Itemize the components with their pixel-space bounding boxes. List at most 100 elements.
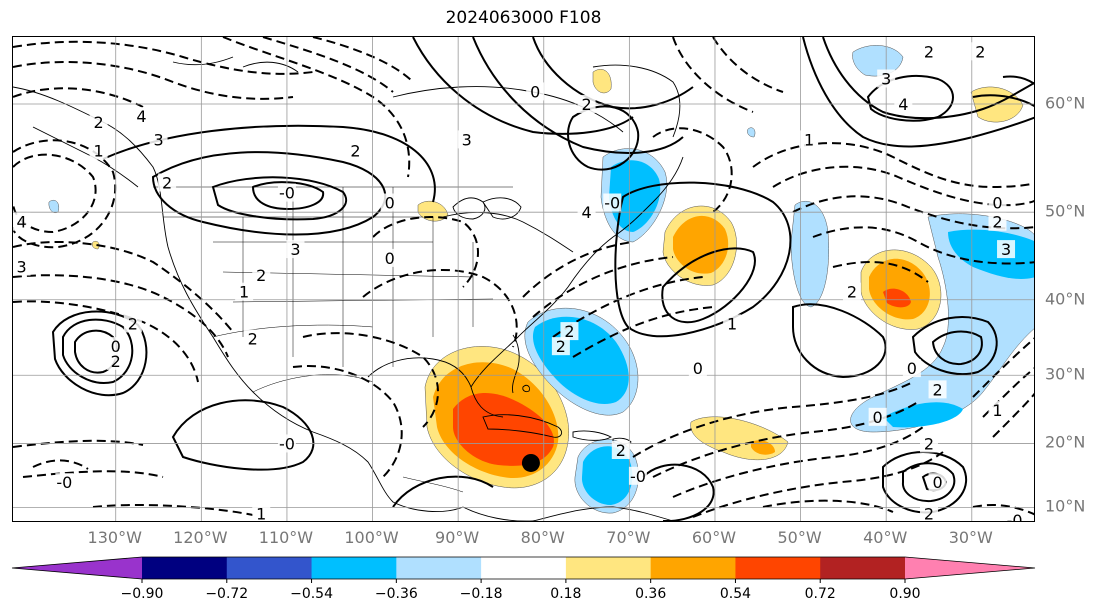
contour-label-background <box>243 329 262 348</box>
positive-anomaly-region <box>970 86 1024 123</box>
colorbar-tick-label: −0.18 <box>459 586 503 602</box>
contour-value-label: 0 <box>693 359 703 378</box>
contour-label-background <box>997 240 1016 259</box>
contour-label-background <box>149 130 168 149</box>
colorbar-segment <box>565 557 652 579</box>
latitude-tick-label: 50°N <box>1045 201 1086 221</box>
contour-value-label: 2 <box>162 173 172 192</box>
contour-value-label: -0 <box>1007 511 1023 522</box>
contour-value-label: 0 <box>873 408 883 427</box>
map-frame[interactable]: 2 1 3 4 2 4 3 -0 3 2 1 2 3 0 0 2 2 0 2 -0 -0 1 0 2 -0 4 2 2 1 0 2 -0 3 2 4… <box>12 36 1035 522</box>
colorbar-segment <box>820 557 906 579</box>
colorbar-segment <box>735 557 821 579</box>
colorbar-segment <box>226 557 313 579</box>
colorbar-segment <box>481 557 567 579</box>
colorbar-extend-low <box>12 557 142 579</box>
contour-label-background <box>971 42 990 61</box>
contour-label-background <box>13 257 31 276</box>
contour-value-label: 1 <box>256 505 266 522</box>
contour-value-label: 1 <box>804 130 814 149</box>
contour-value-label: 2 <box>975 42 985 61</box>
contour-label-background <box>526 82 545 101</box>
contour-value-label: 2 <box>992 213 1002 232</box>
colorbar-segment <box>396 557 482 579</box>
longitude-tick-label: 130°W <box>87 528 142 547</box>
contour-value-label: 3 <box>881 70 891 89</box>
contour-value-label: 2 <box>616 441 626 460</box>
longitude-tick-label: 60°W <box>691 528 737 547</box>
negative-anomaly-region <box>609 160 661 232</box>
contour-label-background <box>560 322 579 341</box>
contour-value-label: 2 <box>847 283 857 302</box>
latitude-tick-label: 60°N <box>1045 93 1086 113</box>
contour-value-label: 1 <box>727 314 737 333</box>
longitude-tick-label: 110°W <box>258 528 314 547</box>
contour-label-background <box>577 203 596 222</box>
colorbar-tick-label: 0.54 <box>719 586 752 602</box>
contour-label-background <box>919 42 938 61</box>
contour-value-label: 3 <box>1001 240 1011 259</box>
storm-center-marker <box>521 453 540 472</box>
contour-value-label: 2 <box>924 434 934 453</box>
contour-value-label: 4 <box>16 213 26 232</box>
contour-value-label: -0 <box>279 434 295 453</box>
colorbar-tick-label: 0.36 <box>635 586 667 602</box>
positive-anomaly-region <box>91 241 100 250</box>
contour-label-background <box>877 69 896 88</box>
contour-value-label: 0 <box>385 194 395 213</box>
lat-lon-grid <box>13 37 1034 521</box>
positive-anomaly-region <box>592 69 612 94</box>
contour-label-background <box>380 193 399 212</box>
contour-value-label: 2 <box>111 352 121 371</box>
contour-label-background <box>800 130 819 149</box>
contour-label-background <box>106 337 125 356</box>
contour-label-background <box>252 504 271 521</box>
contour-label-background <box>688 359 707 378</box>
contour-label-background <box>928 473 947 492</box>
longitude-tick-label: 70°W <box>606 528 651 547</box>
contour-label-background <box>252 266 271 285</box>
contour-label-background <box>106 351 125 370</box>
contour-label-background <box>158 173 177 192</box>
contour-value-label: 1 <box>239 283 249 302</box>
contour-value-label: 2 <box>350 142 360 161</box>
colorbar <box>11 556 1036 583</box>
contour-value-label: 0 <box>385 249 395 268</box>
longitude-tick-label: 80°W <box>520 528 565 547</box>
shaded-anomaly-layer <box>48 45 1034 514</box>
longitude-tick-label: 120°W <box>173 528 228 547</box>
contour-label-background <box>988 193 1007 212</box>
contour-value-label: 4 <box>581 203 591 222</box>
colorbar-extend-high <box>905 557 1035 579</box>
contour-value-label: 0 <box>111 337 121 356</box>
contour-value-label: 0 <box>992 194 1002 213</box>
latitude-tick-label: 40°N <box>1045 289 1086 309</box>
contour-label-background <box>277 183 296 202</box>
contour-label-background <box>894 94 913 113</box>
contour-value-label: -0 <box>630 467 646 486</box>
contour-value-label: 1 <box>94 142 104 161</box>
contour-value-label: -0 <box>604 194 620 213</box>
contour-label-background <box>235 282 254 301</box>
contour-value-label: 2 <box>248 330 258 349</box>
contour-label-background <box>577 94 596 113</box>
map-canvas: 2134243-032123002202-0-0102-0422102-0324… <box>13 37 1034 522</box>
contour-value-label: 3 <box>16 258 26 277</box>
political-border-layer <box>153 186 513 493</box>
colorbar-segment <box>311 557 397 579</box>
latitude-tick-label: 30°N <box>1045 364 1086 384</box>
contour-label-background <box>988 401 1007 420</box>
contour-value-label: 2 <box>932 380 942 399</box>
contour-value-label: 2 <box>128 314 138 333</box>
contour-label-background <box>988 212 1007 231</box>
contour-label-background <box>868 407 887 426</box>
contour-label-background <box>89 113 108 132</box>
contour-value-label: 0 <box>530 82 540 101</box>
contour-value-label: 2 <box>556 337 566 356</box>
contour-label-background <box>928 380 947 399</box>
longitude-tick-label: 90°W <box>435 528 480 547</box>
contour-label-background <box>551 337 570 356</box>
contour-line-layer <box>51 37 1034 521</box>
contour-value-label: -0 <box>56 473 72 492</box>
contour-label-background <box>277 434 296 453</box>
